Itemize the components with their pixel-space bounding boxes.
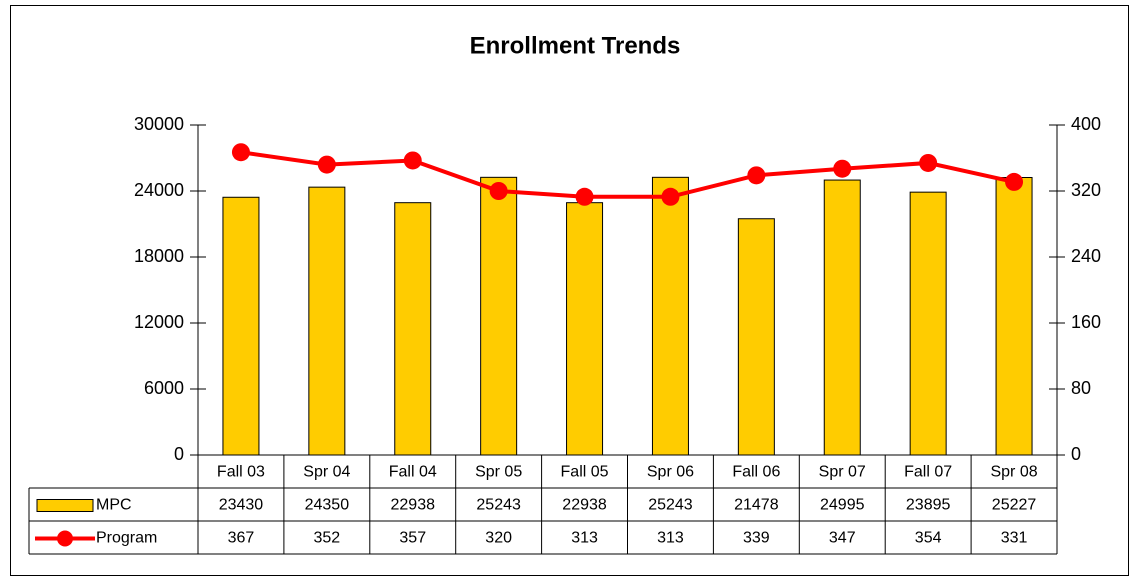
table-value: 21478 [734, 497, 779, 514]
y-tick-label: 18000 [134, 246, 184, 266]
y2-tick-label: 80 [1071, 378, 1091, 398]
bar [995, 177, 1033, 456]
table-value: 354 [915, 530, 942, 547]
legend-label: MPC [96, 497, 132, 514]
x-tick-label: Fall 03 [217, 464, 265, 481]
bar [651, 176, 689, 456]
x-tick-label: Fall 06 [732, 464, 780, 481]
marker [317, 155, 336, 174]
bar [566, 202, 604, 456]
y-tick-label: 24000 [134, 180, 184, 200]
x-tick-label: Spr 05 [475, 464, 522, 481]
y-tick-label: 0 [174, 444, 184, 464]
y2-tick-label: 400 [1071, 114, 1101, 134]
marker [919, 153, 938, 172]
table-value: 24350 [305, 497, 350, 514]
y2-tick-label: 240 [1071, 246, 1101, 266]
table-value: 313 [657, 530, 684, 547]
x-tick-label: Spr 08 [990, 464, 1037, 481]
marker [489, 182, 508, 200]
table-value: 320 [485, 530, 512, 547]
marker [661, 187, 680, 206]
marker [833, 159, 852, 178]
marker [747, 166, 766, 185]
chart-title: Enrollment Trends [470, 32, 681, 59]
table-value: 367 [228, 530, 255, 547]
table-value: 347 [829, 530, 856, 547]
table-value: 24995 [820, 497, 865, 514]
x-tick-label: Fall 05 [561, 464, 609, 481]
line [240, 150, 1015, 199]
table-value: 25243 [648, 497, 693, 514]
marker [1005, 172, 1024, 191]
x-tick-label: Spr 07 [819, 464, 866, 481]
table-value: 313 [571, 530, 598, 547]
y2-tick-label: 0 [1071, 444, 1081, 464]
table-value: 339 [743, 530, 770, 547]
marker [403, 151, 422, 170]
table-value: 25227 [992, 497, 1037, 514]
bar [222, 196, 260, 456]
bar [480, 176, 518, 456]
legend-swatch [57, 530, 73, 547]
table-value: 331 [1001, 530, 1028, 547]
y-tick-label: 6000 [144, 378, 184, 398]
legend-label: Program [96, 530, 157, 547]
y-tick-label: 12000 [134, 312, 184, 332]
marker [575, 187, 594, 206]
marker [231, 143, 250, 162]
bar [308, 186, 346, 456]
x-tick-label: Spr 04 [303, 464, 350, 481]
table-value: 25243 [476, 497, 521, 514]
x-tick-label: Spr 06 [647, 464, 694, 481]
bar [394, 202, 432, 456]
table-value: 23430 [219, 497, 264, 514]
y-tick-label: 30000 [134, 114, 184, 134]
x-tick-label: Fall 07 [904, 464, 952, 481]
x-tick-label: Fall 04 [389, 464, 437, 481]
table-value: 352 [313, 530, 340, 547]
legend-swatch [36, 499, 94, 512]
y2-tick-label: 160 [1071, 312, 1101, 332]
table-value: 22938 [562, 497, 607, 514]
bar [737, 218, 775, 456]
table-value: 357 [399, 530, 426, 547]
table-value: 23895 [906, 497, 951, 514]
y2-tick-label: 320 [1071, 180, 1101, 200]
bar [909, 191, 947, 456]
table-value: 22938 [391, 497, 436, 514]
bar [823, 179, 861, 456]
